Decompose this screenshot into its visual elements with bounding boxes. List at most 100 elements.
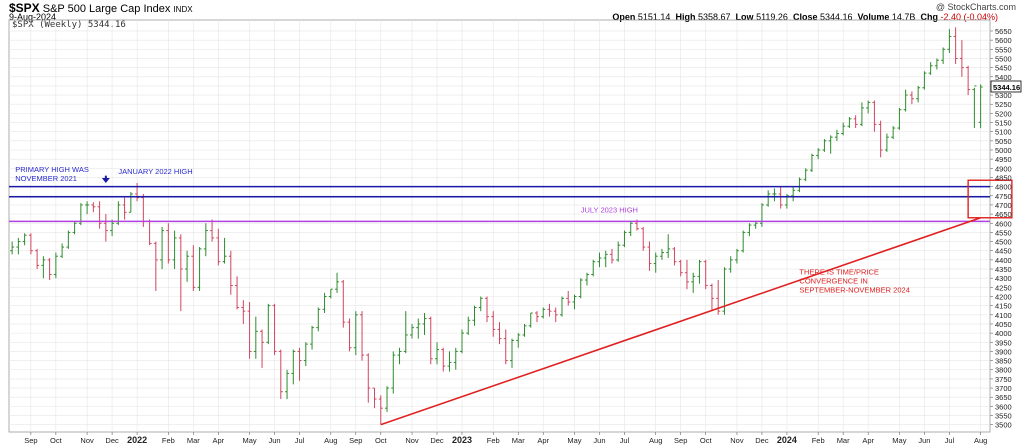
ohlc-summary: Open 5151.14 High 5358.67 Low 5119.26 Cl… <box>612 12 998 22</box>
low-label: Low <box>735 12 754 22</box>
ohlc-bars <box>10 27 983 425</box>
ohlc-bar <box>641 226 646 251</box>
chart-date: 9-Aug-2024 <box>9 12 57 22</box>
y-tick-label: 5300 <box>995 91 1012 100</box>
ohlc-bar <box>353 311 358 356</box>
y-tick-label: 3550 <box>995 412 1012 421</box>
y-tick-label: 4450 <box>995 247 1012 256</box>
x-tick-label: Aug <box>324 436 337 445</box>
ohlc-bar <box>478 296 483 312</box>
y-tick-label: 4900 <box>995 164 1012 173</box>
y-tick-label: 4600 <box>995 219 1012 228</box>
x-tick-label: Apr <box>212 436 224 445</box>
ohlc-bar <box>10 241 15 255</box>
trend-line <box>380 217 981 426</box>
ohlc-bar <box>841 122 846 136</box>
x-tick-label: Aug <box>649 436 662 445</box>
exchange: INDX <box>173 5 193 14</box>
ohlc-bar <box>516 333 521 348</box>
y-tick-label: 4800 <box>995 183 1012 192</box>
y-tick-label: 4400 <box>995 256 1012 265</box>
y-tick-label: 4000 <box>995 329 1012 338</box>
ohlc-bar <box>272 303 277 356</box>
ohlc-bar <box>503 329 508 365</box>
y-tick-label: 4650 <box>995 210 1012 219</box>
ohlc-bar <box>647 241 652 271</box>
ohlc-bar <box>203 223 208 257</box>
ohlc-bar <box>941 47 946 64</box>
ohlc-bar <box>972 85 977 129</box>
y-tick-label: 4750 <box>995 192 1012 201</box>
y-tick-label: 4250 <box>995 283 1012 292</box>
x-tick-label: Oct <box>50 436 63 445</box>
x-tick-label: May <box>892 436 906 445</box>
ohlc-bar <box>366 353 371 403</box>
y-tick-label: 5600 <box>995 36 1012 45</box>
x-axis: Sep Oct Nov Dec 2022 Feb Mar Apr May Jun Jul Aug Sep… <box>24 432 987 445</box>
ohlc-bar <box>128 192 133 213</box>
ohlc-bar <box>166 223 171 264</box>
y-tick-label: 5100 <box>995 128 1012 137</box>
chg-value: -2.40 (-0.04%) <box>940 12 998 22</box>
ohlc-bar <box>878 120 883 158</box>
x-tick-label: May <box>567 436 581 445</box>
ohlc-bar <box>916 85 921 103</box>
ohlc-bar <box>47 258 52 281</box>
ohlc-bar <box>591 259 596 277</box>
x-tick-label: 2024 <box>777 435 797 445</box>
x-tick-label: Jun <box>593 436 605 445</box>
ohlc-bar <box>866 100 871 114</box>
ohlc-bar <box>285 369 290 400</box>
ohlc-bar <box>947 29 952 53</box>
x-tick-label: Dec <box>755 436 769 445</box>
annotation-line: PRIMARY HIGH WAS <box>15 165 89 174</box>
ohlc-bar <box>53 252 58 279</box>
grid-lines <box>8 19 991 433</box>
ohlc-bar <box>185 250 190 282</box>
annotation-line: JULY 2023 HIGH <box>581 205 638 214</box>
symbol: $SPX <box>9 1 40 15</box>
low-value: 5119.26 <box>756 12 788 22</box>
ohlc-bar <box>85 201 90 215</box>
ohlc-bar <box>884 133 889 152</box>
ohlc-bar <box>72 221 77 235</box>
ohlc-bar <box>135 182 140 202</box>
x-tick-label: Apr <box>862 436 874 445</box>
arrow-down-icon <box>101 177 110 183</box>
convergence-box <box>967 179 1013 219</box>
ohlc-bar <box>978 84 983 129</box>
annotations: PRIMARY HIGH WAS NOVEMBER 2021 JANUARY 202… <box>15 165 910 295</box>
ohlc-bar <box>466 316 471 335</box>
ohlc-bar <box>416 318 421 339</box>
x-tick-label: Feb <box>487 436 500 445</box>
annotation-line: THERE IS TIME/PRICE <box>799 268 878 277</box>
x-tick-label: Dec <box>105 436 119 445</box>
y-tick-label: 5250 <box>995 100 1012 109</box>
ohlc-bar <box>697 259 702 284</box>
ohlc-bar <box>16 237 21 255</box>
x-tick-label: Jul <box>620 436 630 445</box>
ohlc-bar <box>909 91 914 105</box>
ohlc-bar <box>578 278 583 299</box>
y-tick-label: 4550 <box>995 228 1012 237</box>
annotation-line: JANUARY 2022 HIGH <box>118 167 192 176</box>
ohlc-bar <box>66 230 71 249</box>
ohlc-bar <box>822 139 827 152</box>
y-tick-label: 3800 <box>995 366 1012 375</box>
ohlc-bar <box>722 267 727 315</box>
x-tick-label: Apr <box>537 436 549 445</box>
ohlc-bar <box>853 115 858 129</box>
ohlc-bar <box>934 58 939 70</box>
ohlc-bar <box>428 316 433 365</box>
ohlc-bar <box>928 62 933 75</box>
ohlc-bar <box>691 272 696 293</box>
ohlc-bar <box>522 323 527 337</box>
ohlc-bar <box>322 292 327 313</box>
chg-label: Chg <box>920 12 938 22</box>
ohlc-bar <box>360 311 365 361</box>
ohlc-bar <box>172 230 177 270</box>
high-label: High <box>675 12 696 22</box>
ohlc-bar <box>316 307 321 332</box>
ohlc-bar <box>628 221 633 237</box>
x-tick-label: Nov <box>80 436 94 445</box>
